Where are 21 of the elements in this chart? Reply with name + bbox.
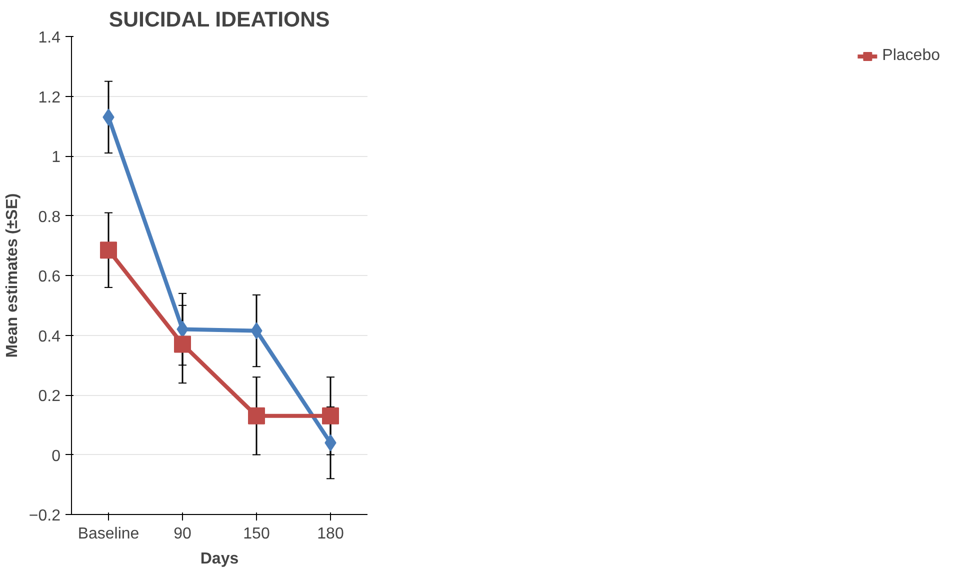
x-tick-label: 150	[243, 526, 270, 542]
point	[322, 407, 339, 424]
y-tick-label: 1	[52, 149, 61, 166]
y-axis-title: Mean estimates (±SE)	[4, 193, 21, 358]
y-tick-label: 1.2	[38, 89, 61, 106]
x-tick-label: 90	[174, 526, 192, 542]
point	[100, 242, 117, 259]
y-tick-label: 0.8	[38, 208, 61, 226]
x-tick-label: 180	[317, 526, 344, 542]
y-tick-label: 0.4	[38, 328, 61, 346]
y-tick-label: 0.2	[38, 388, 61, 405]
y-tick-label: 0	[52, 448, 61, 465]
legend-label: Placebo	[882, 47, 940, 65]
y-tick-label: −0.2	[28, 508, 61, 524]
x-axis-title: Days	[200, 550, 239, 568]
y-tick-label: 1.4	[38, 30, 61, 46]
point	[248, 407, 265, 424]
point	[174, 336, 191, 353]
chart-title: SUICIDAL IDEATIONS	[108, 8, 330, 32]
x-tick-label: Baseline	[78, 526, 140, 542]
y-tick-label: 0.6	[38, 268, 61, 286]
